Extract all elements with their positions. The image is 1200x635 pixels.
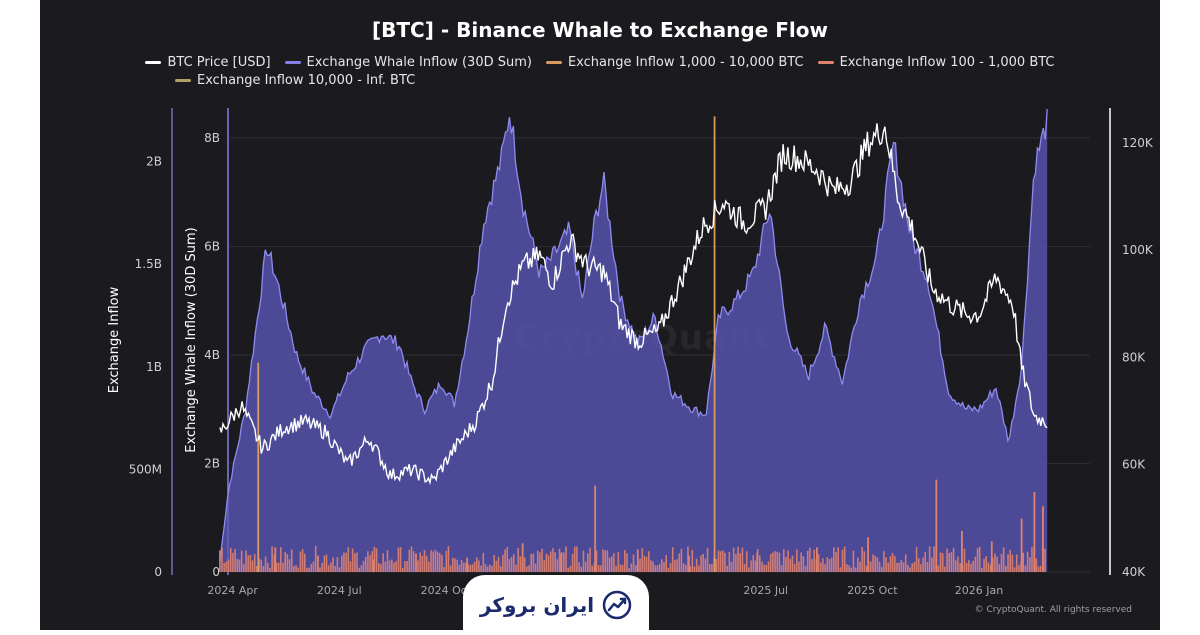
chart-title: [BTC] - Binance Whale to Exchange Flow	[372, 18, 828, 42]
brand-name: ایران بروکر	[479, 593, 595, 617]
whale-inflow-area	[219, 109, 1048, 572]
x-tick-label: 2025 Oct	[847, 584, 898, 597]
y-axis-title-right: Pirce USD	[1158, 308, 1160, 371]
legend-row-2: Exchange Inflow 10,000 - Inf. BTC	[40, 73, 1160, 88]
chart-plot: 0 500M 1B 1.5B 2B Exchange Inflow 0 2B 4B 6B 8B Exc…	[107, 108, 1160, 597]
x-tick-label: 2025 Jul	[743, 584, 788, 597]
y-tick-label-right: 120K	[1122, 136, 1154, 150]
chart-card: [BTC] - Binance Whale to Exchange Flow B…	[40, 0, 1160, 630]
legend-label: Exchange Whale Inflow (30D Sum)	[306, 55, 532, 70]
legend-swatch	[817, 61, 834, 64]
y-tick-label-inner: 2B	[204, 456, 220, 470]
legend-label: Exchange Inflow 10,000 - Inf. BTC	[197, 73, 416, 88]
legend-swatch	[545, 61, 562, 64]
y-tick-label-outer: 500M	[129, 462, 162, 476]
legend-item-whale-inflow[interactable]: Exchange Whale Inflow (30D Sum)	[284, 55, 532, 70]
legend-swatch	[145, 61, 162, 64]
legend-item-inflow-10000-inf[interactable]: Exchange Inflow 10,000 - Inf. BTC	[175, 73, 415, 88]
legend-swatch	[175, 79, 191, 82]
y-tick-label-right: 60K	[1122, 458, 1146, 472]
legend-item-inflow-100-1000[interactable]: Exchange Inflow 100 - 1,000 BTC	[817, 55, 1055, 70]
y-tick-label-outer: 2B	[146, 155, 162, 169]
legend-item-inflow-1000-10000[interactable]: Exchange Inflow 1,000 - 10,000 BTC	[545, 55, 804, 70]
y-tick-label-inner: 6B	[204, 239, 220, 253]
legend-label: BTC Price [USD]	[167, 55, 271, 70]
y-tick-label-inner: 0	[212, 565, 220, 579]
y-tick-label-outer: 0	[154, 565, 162, 579]
y-tick-label-inner: 8B	[204, 131, 220, 145]
legend: BTC Price [USD] Exchange Whale Inflow (3…	[40, 55, 1160, 70]
brand-badge: ایران بروکر	[463, 575, 649, 635]
legend-label: Exchange Inflow 1,000 - 10,000 BTC	[567, 55, 804, 70]
legend-swatch	[284, 61, 301, 64]
x-tick-label: 2024 Jul	[317, 584, 362, 597]
y-axis-title-inner: Exchange Whale Inflow (30D Sum)	[184, 227, 199, 452]
legend-label: Exchange Inflow 100 - 1,000 BTC	[839, 55, 1055, 70]
y-axis-title-outer: Exchange Inflow	[107, 286, 122, 393]
copyright-text: © CryptoQuant. All rights reserved	[974, 605, 1132, 615]
x-tick-label: 2026 Jan	[955, 584, 1003, 597]
y-tick-label-outer: 1.5B	[135, 257, 162, 271]
y-tick-label-inner: 4B	[204, 348, 220, 362]
x-tick-label: 2024 Apr	[207, 584, 258, 597]
chart-trend-icon	[602, 590, 632, 620]
y-tick-label-outer: 1B	[146, 360, 162, 374]
y-tick-label-right: 100K	[1122, 243, 1154, 257]
y-tick-label-right: 80K	[1122, 350, 1146, 364]
x-tick-label: 2024 Oct	[421, 584, 472, 597]
legend-item-btc-price[interactable]: BTC Price [USD]	[145, 55, 271, 70]
y-tick-label-right: 40K	[1122, 565, 1146, 579]
btc-price-line	[219, 123, 1048, 486]
